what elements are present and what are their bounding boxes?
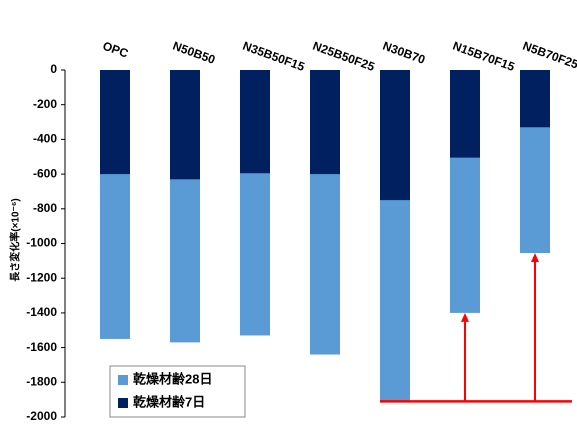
y-tick-label: -400	[33, 132, 57, 146]
bar	[520, 70, 550, 128]
y-tick-label: 0	[50, 62, 57, 76]
arrow-head	[461, 312, 469, 322]
bar	[450, 70, 480, 158]
y-tick-label: -2000	[26, 409, 57, 423]
y-tick-label: -1000	[26, 236, 57, 250]
y-tick-label: -800	[33, 201, 57, 215]
x-tick-label: N50B50	[171, 39, 217, 67]
legend-swatch	[118, 375, 128, 385]
x-tick-label: OPC	[101, 39, 131, 61]
legend-swatch	[118, 398, 128, 408]
y-tick-label: -1600	[26, 340, 57, 354]
y-axis-label: 長さ変化率(×10⁻⁶)	[9, 198, 22, 282]
arrow-head	[531, 253, 539, 263]
x-tick-label: N35B50F15	[241, 39, 307, 74]
x-tick-label: N15B70F15	[451, 39, 517, 74]
legend-label: 乾燥材齢7日	[133, 394, 205, 409]
y-tick-label: -200	[33, 97, 57, 111]
x-tick-label: N5B70F25	[521, 39, 577, 72]
bar	[380, 70, 410, 201]
bar	[100, 70, 130, 175]
y-tick-label: -600	[33, 166, 57, 180]
y-tick-label: -1800	[26, 374, 57, 388]
bar	[170, 70, 200, 180]
bar	[240, 70, 270, 174]
y-tick-label: -1200	[26, 270, 57, 284]
x-tick-label: N25B50F25	[311, 39, 377, 74]
y-tick-label: -1400	[26, 305, 57, 319]
bar	[310, 70, 340, 175]
legend-label: 乾燥材齢28日	[133, 371, 212, 386]
legend-box	[109, 365, 246, 418]
x-tick-label: N30B70	[381, 39, 427, 67]
